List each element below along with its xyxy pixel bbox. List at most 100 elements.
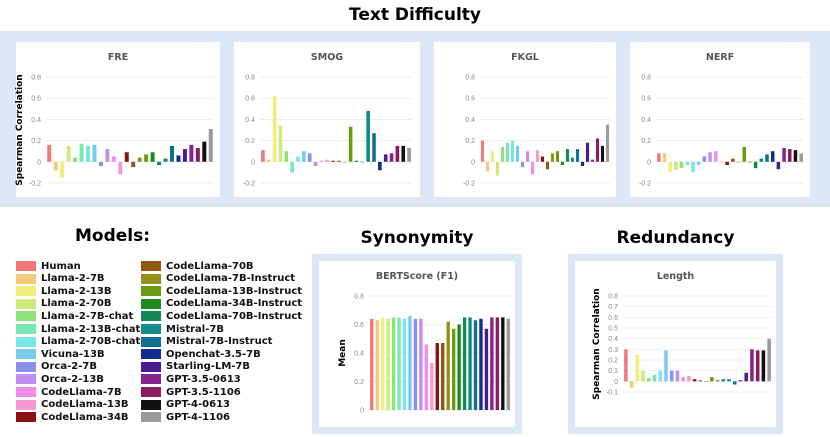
bar-mistral-7b bbox=[366, 110, 370, 162]
bar-openchat-3-5-7b bbox=[770, 151, 775, 162]
bar-codellama-70b bbox=[441, 343, 445, 410]
y-tick-label: 0.6 bbox=[245, 96, 255, 103]
bar-vicuna-13b bbox=[302, 151, 306, 162]
bar-codellama-34b bbox=[331, 160, 335, 162]
bar-llama-2-13b bbox=[490, 151, 495, 162]
bar-codellama-7b-instruct bbox=[704, 381, 708, 382]
y-tick-label: 0.4 bbox=[31, 117, 41, 124]
y-tick-label: 0.7 bbox=[608, 304, 618, 311]
bar-human bbox=[261, 150, 265, 162]
bar-llama-2-70b-chat bbox=[85, 145, 91, 162]
legend-item-openchat-3-5-7b: Openchat-3.5-7B bbox=[141, 348, 261, 360]
bar-vicuna-13b bbox=[92, 144, 97, 162]
legend-swatch bbox=[141, 374, 161, 385]
bar-human bbox=[657, 153, 661, 162]
bar-codellama-34b-instruct bbox=[354, 160, 359, 162]
bar-llama-2-13b-chat bbox=[290, 161, 294, 173]
bar-mistral-7b bbox=[759, 158, 764, 162]
bar-codellama-7b-instruct bbox=[736, 161, 741, 163]
bar-gpt-3-5-0613 bbox=[750, 349, 754, 382]
bar-gpt-3-5-0613 bbox=[189, 144, 194, 162]
y-axis-label: Mean bbox=[338, 339, 348, 367]
y-tick-label: 0.2 bbox=[608, 358, 618, 365]
bar-llama-2-13b-chat bbox=[685, 161, 690, 165]
bar-gpt-4-1106 bbox=[605, 124, 610, 162]
chart-title: NERF bbox=[706, 52, 734, 63]
bar-codellama-13b-instruct bbox=[710, 377, 714, 382]
models-title: Models: bbox=[75, 226, 151, 246]
legend-item-gpt-3-5-1106: GPT-3.5-1106 bbox=[141, 386, 241, 398]
y-tick-label: -0.2 bbox=[29, 181, 41, 188]
legend-swatch bbox=[16, 324, 36, 334]
legend-item-human: Human bbox=[16, 260, 81, 272]
bar-human bbox=[370, 318, 374, 410]
bar-codellama-34b-instruct bbox=[457, 324, 461, 410]
chart-title: BERTScore (F1) bbox=[376, 271, 458, 282]
bar-codellama-13b-instruct bbox=[555, 151, 560, 162]
bar-mistral-7b bbox=[727, 379, 731, 382]
y-tick-label: 0.2 bbox=[354, 379, 364, 386]
legend-label: CodeLlama-34B bbox=[41, 411, 129, 423]
bar-starling-lm-7b bbox=[383, 154, 388, 162]
legend-item-codellama-7b-instruct: CodeLlama-7B-Instruct bbox=[141, 273, 295, 285]
bar-codellama-13b bbox=[325, 159, 330, 162]
bar-codellama-7b bbox=[681, 377, 685, 382]
y-tick-label: -0.2 bbox=[463, 181, 475, 188]
redundancy-title: Redundancy bbox=[616, 228, 735, 248]
bar-starling-lm-7b bbox=[182, 149, 187, 162]
bar-human bbox=[624, 349, 628, 382]
legend-label: CodeLlama-7B-Instruct bbox=[166, 273, 296, 285]
legend-swatch bbox=[16, 298, 36, 309]
bar-llama-2-70b-chat bbox=[296, 156, 300, 162]
y-tick-label: 0.8 bbox=[31, 75, 41, 82]
bar-codellama-34b bbox=[124, 152, 129, 162]
legend-label: Starling-LM-7B bbox=[166, 361, 250, 373]
y-tick-label: 0.4 bbox=[641, 117, 651, 124]
bar-codellama-70b-instruct bbox=[360, 161, 365, 163]
synonymity-title: Synonymity bbox=[360, 228, 474, 248]
bar-codellama-13b bbox=[118, 161, 123, 175]
bar-orca-2-7b bbox=[98, 161, 103, 167]
bar-codellama-13b-instruct bbox=[348, 126, 353, 162]
y-tick-label: 0.4 bbox=[465, 117, 475, 124]
legend-swatch bbox=[16, 361, 36, 372]
legend-label: GPT-4-0613 bbox=[166, 399, 230, 411]
bar-mistral-7b-instruct bbox=[732, 381, 737, 385]
bar-orca-2-7b bbox=[702, 156, 707, 162]
legend-swatch bbox=[16, 273, 36, 284]
y-tick-label: 0.1 bbox=[608, 368, 618, 375]
bar-codellama-7b bbox=[424, 344, 429, 410]
bar-codellama-7b bbox=[714, 151, 718, 162]
bar-codellama-70b bbox=[698, 380, 703, 382]
legend-label: Llama-2-7B bbox=[41, 273, 105, 285]
bar-gpt-3-5-1106 bbox=[755, 350, 760, 382]
legend-label: Llama-2-70B bbox=[41, 298, 112, 310]
legend-label: Llama-2-70B-chat bbox=[41, 336, 141, 348]
bar-gpt-3-5-1106 bbox=[395, 145, 400, 162]
y-axis-label: Spearman Correlation bbox=[592, 288, 602, 399]
chart-length: Length 0.8 0.7 0.6 0.5 0.4 0.3 0.2 0.1 0 -0.1 Spear… bbox=[592, 271, 772, 400]
y-tick-label: 0.2 bbox=[245, 138, 255, 145]
bar-gpt-4-1106 bbox=[407, 148, 411, 162]
bar-llama-2-7b-chat bbox=[679, 161, 684, 169]
bar-openchat-3-5-7b bbox=[378, 161, 382, 171]
y-tick-label: 0.6 bbox=[465, 96, 475, 103]
bar-orca-2-7b bbox=[520, 161, 525, 168]
y-tick-label: 0.8 bbox=[608, 294, 618, 301]
text-difficulty-title: Text Difficulty bbox=[349, 5, 481, 25]
bar-llama-2-7b bbox=[662, 153, 667, 162]
bar-llama-2-7b bbox=[629, 381, 634, 388]
bar-gpt-4-0613 bbox=[202, 141, 207, 162]
legend-label: Orca-2-7B bbox=[41, 361, 97, 373]
bar-gpt-3-5-0613 bbox=[490, 317, 494, 410]
bar-mistral-7b bbox=[163, 158, 168, 162]
bar-gpt-3-5-0613 bbox=[590, 159, 595, 162]
legend-swatch bbox=[16, 286, 36, 297]
bar-llama-2-13b bbox=[668, 161, 672, 173]
legend-swatch bbox=[141, 399, 161, 410]
legend-item-codellama-34b-instruct: CodeLlama-34B-Instruct bbox=[141, 298, 302, 310]
bar-llama-2-13b-chat bbox=[397, 317, 401, 410]
chart-title: FRE bbox=[108, 52, 128, 63]
y-tick-label: 0.4 bbox=[608, 336, 618, 343]
y-tick-label: 0.6 bbox=[31, 96, 41, 103]
